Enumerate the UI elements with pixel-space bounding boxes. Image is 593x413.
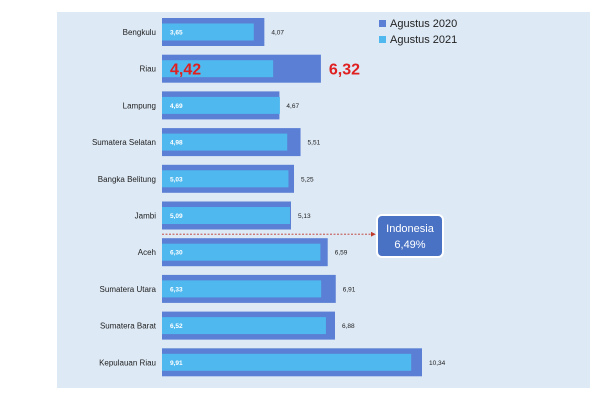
value-label-2020-bengkulu: 4,07 bbox=[271, 30, 284, 37]
value-label-2021-bangka-belitung: 5,03 bbox=[170, 176, 183, 183]
value-label-2020-lampung: 4,67 bbox=[286, 103, 299, 110]
legend-label-agustus-2020: Agustus 2020 bbox=[390, 18, 457, 30]
bar-2021-lampung bbox=[162, 96, 280, 114]
value-label-2021-lampung: 4,69 bbox=[170, 103, 183, 110]
legend-swatch-agustus-2020 bbox=[379, 20, 386, 27]
category-label-bangka-belitung: Bangka Belitung bbox=[98, 175, 156, 184]
legend-label-agustus-2021: Agustus 2021 bbox=[390, 34, 457, 46]
bar-2021-sumatera-utara bbox=[162, 280, 322, 298]
value-label-2021-sumatera-barat: 6,52 bbox=[170, 323, 183, 330]
value-label-2021-jambi: 5,09 bbox=[170, 213, 183, 220]
value-label-2020-aceh: 6,59 bbox=[335, 250, 348, 257]
bar-2021-kepulauan-riau bbox=[162, 353, 412, 371]
category-label-sumatera-utara: Sumatera Utara bbox=[100, 285, 157, 294]
reference-callout-value: 6,49% bbox=[394, 239, 425, 251]
category-label-bengkulu: Bengkulu bbox=[123, 28, 156, 37]
category-label-kepulauan-riau: Kepulauan Riau bbox=[99, 358, 156, 367]
category-label-lampung: Lampung bbox=[123, 101, 156, 110]
bar-2021-bengkulu bbox=[162, 23, 254, 41]
value-label-2020-sumatera-utara: 6,91 bbox=[343, 286, 356, 293]
value-label-2020-bangka-belitung: 5,25 bbox=[301, 176, 314, 183]
value-label-2020-riau: 6,32 bbox=[329, 62, 360, 79]
bar-2021-riau bbox=[162, 60, 274, 78]
value-label-2020-sumatera-selatan: 5,51 bbox=[308, 140, 321, 147]
value-label-2021-riau: 4,42 bbox=[170, 62, 201, 79]
value-label-2021-bengkulu: 3,65 bbox=[170, 30, 183, 37]
legend: Agustus 2020 Agustus 2021 bbox=[379, 18, 457, 46]
value-label-2020-jambi: 5,13 bbox=[298, 213, 311, 220]
bar-2021-aceh bbox=[162, 243, 321, 261]
reference-callout-label: Indonesia bbox=[386, 223, 435, 235]
legend-swatch-agustus-2021 bbox=[379, 36, 386, 43]
bar-2021-jambi bbox=[162, 207, 290, 224]
value-label-2021-aceh: 6,30 bbox=[170, 250, 183, 257]
category-label-aceh: Aceh bbox=[138, 248, 156, 257]
category-label-riau: Riau bbox=[140, 65, 156, 74]
category-label-sumatera-selatan: Sumatera Selatan bbox=[92, 138, 156, 147]
bar-2021-sumatera-selatan bbox=[162, 133, 288, 151]
bar-2021-sumatera-barat bbox=[162, 317, 326, 335]
value-label-2020-sumatera-barat: 6,88 bbox=[342, 323, 355, 330]
value-label-2020-kepulauan-riau: 10,34 bbox=[429, 360, 446, 367]
category-label-sumatera-barat: Sumatera Barat bbox=[100, 322, 157, 331]
bar-2021-bangka-belitung bbox=[162, 170, 289, 188]
category-label-jambi: Jambi bbox=[135, 212, 157, 221]
value-label-2021-sumatera-utara: 6,33 bbox=[170, 286, 183, 293]
value-label-2021-kepulauan-riau: 9,91 bbox=[170, 360, 183, 367]
value-label-2021-sumatera-selatan: 4,98 bbox=[170, 140, 183, 147]
reference-callout-box bbox=[376, 214, 444, 258]
